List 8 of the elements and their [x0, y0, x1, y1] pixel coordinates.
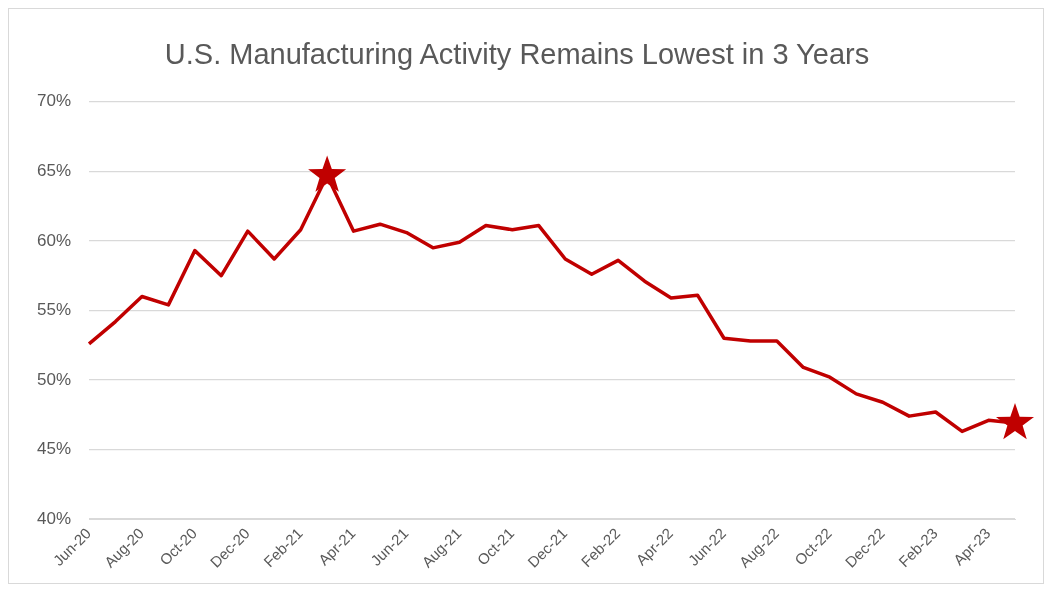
y-tick-label: 60% [36, 230, 72, 250]
y-tick-label: 40% [36, 508, 72, 528]
y-tick-label: 70% [36, 91, 72, 111]
y-tick-label: 50% [36, 369, 72, 389]
y-tick-label: 65% [36, 161, 72, 181]
y-tick-label: 45% [36, 439, 72, 459]
chart-title: U.S. Manufacturing Activity Remains Lowest in 3 Years [164, 38, 870, 71]
y-tick-label: 55% [36, 300, 72, 320]
